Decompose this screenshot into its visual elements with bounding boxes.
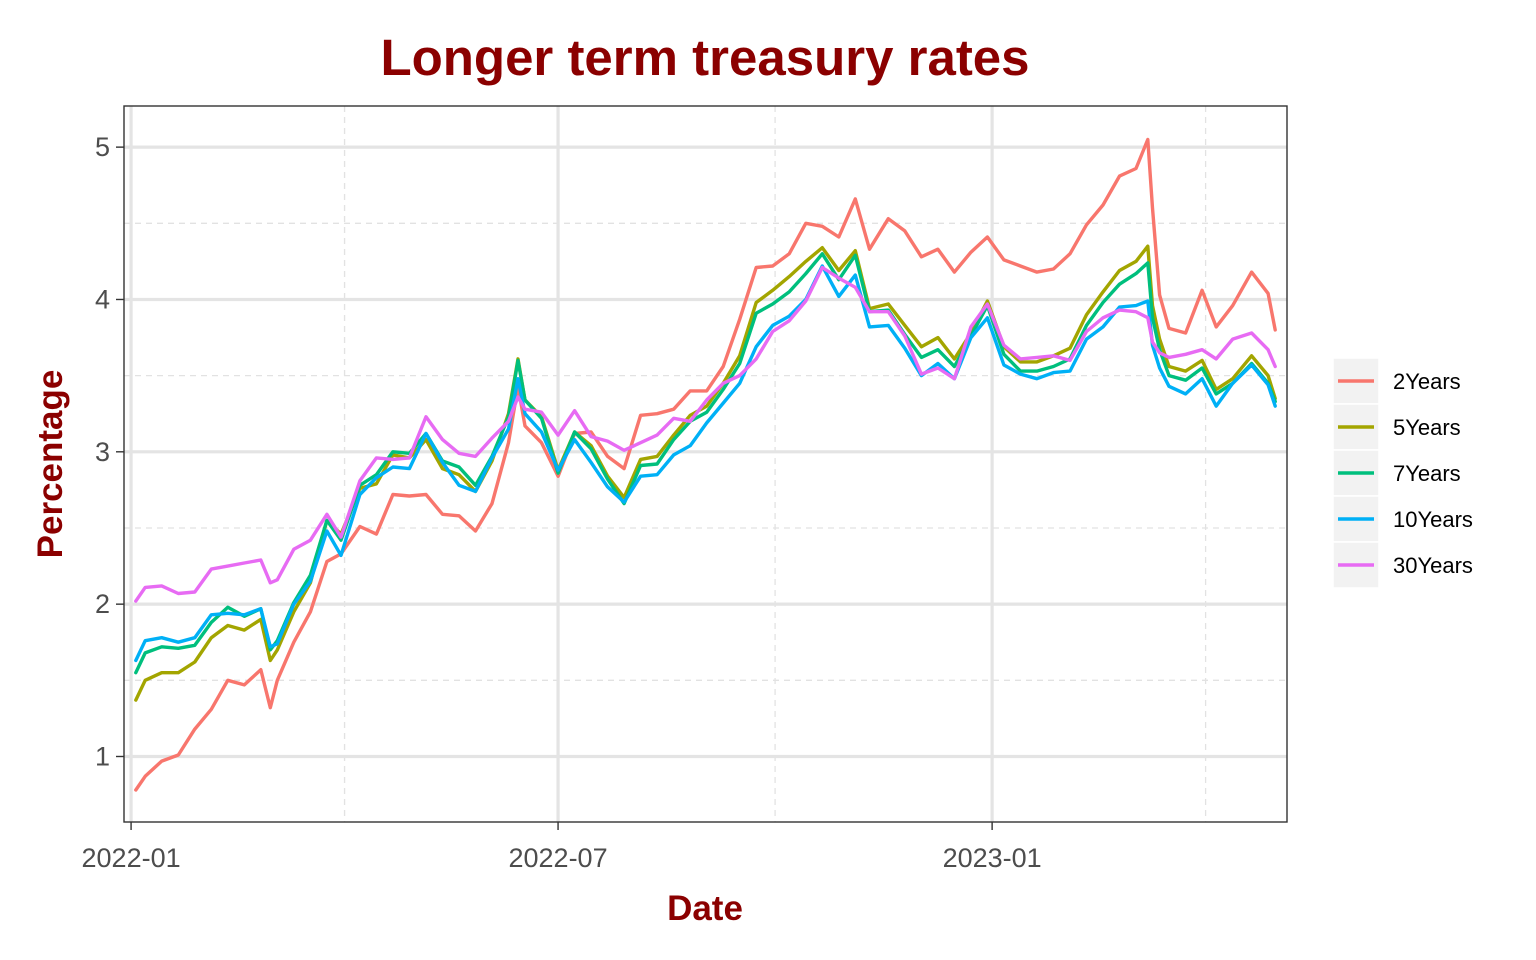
- legend-label-5years: 5Years: [1393, 415, 1461, 440]
- y-axis: 1 2 3 4 5: [95, 132, 124, 771]
- series-line-30years: [134, 265, 1277, 603]
- legend: 2Years 5Years 7Years 10Years 30Years: [1332, 357, 1473, 589]
- x-tick-label: 2022-07: [509, 843, 608, 873]
- minor-gridlines: [124, 106, 1287, 822]
- legend-label-10years: 10Years: [1393, 507, 1473, 532]
- legend-label-2years: 2Years: [1393, 369, 1461, 394]
- y-tick-label: 5: [95, 132, 110, 162]
- plot-border: [123, 105, 1288, 823]
- series-lines: [134, 137, 1277, 792]
- x-axis-title: Date: [667, 889, 743, 928]
- series-line-7years: [134, 252, 1277, 675]
- chart-title: Longer term treasury rates: [380, 29, 1029, 86]
- major-gridlines: [124, 106, 1287, 822]
- y-tick-label: 3: [95, 437, 110, 467]
- x-tick-label: 2022-01: [82, 843, 181, 873]
- y-tick-label: 4: [95, 284, 110, 314]
- series-line-2years: [134, 137, 1277, 792]
- y-tick-label: 1: [95, 741, 110, 771]
- x-axis: 2022-01 2022-07 2023-01: [82, 822, 1042, 873]
- y-tick-label: 2: [95, 589, 110, 619]
- plot-background: [124, 106, 1287, 822]
- x-tick-label: 2023-01: [943, 843, 1042, 873]
- y-axis-title: Percentage: [31, 370, 70, 559]
- legend-label-7years: 7Years: [1393, 461, 1461, 486]
- plot-panel: [123, 105, 1288, 823]
- legend-label-30years: 30Years: [1393, 553, 1473, 578]
